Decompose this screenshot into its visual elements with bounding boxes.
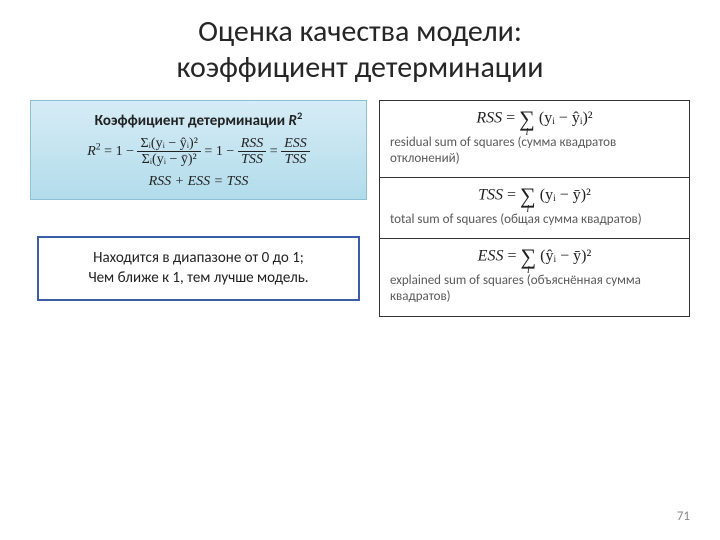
content-row: Коэффициент детерминации R2 R2 = 1 − Σᵢ(… (0, 86, 720, 317)
tss-den2: TSS (281, 152, 310, 167)
panel-heading-text: Коэффициент детерминации (95, 112, 285, 130)
sum-icon: ∑i (520, 247, 536, 267)
rss-formula: RSS = ∑i (yᵢ − ŷᵢ)² (390, 109, 679, 129)
eq1: = (104, 144, 112, 159)
tss-lhs: TSS (478, 187, 503, 204)
range-line2: Чем ближе к 1, тем лучше модель. (88, 269, 308, 287)
ess-text: explained sum of squares (объяснённая су… (390, 273, 679, 306)
ess-lhs: ESS (478, 248, 504, 265)
table-row: RSS = ∑i (yᵢ − ŷᵢ)² residual sum of squa… (379, 101, 689, 178)
rss-lhs: RSS (476, 110, 502, 127)
rss-expr: (yᵢ − ŷᵢ)² (539, 110, 593, 127)
page-number: 71 (677, 509, 690, 524)
table-row: ESS = ∑i (ŷᵢ − ȳ)² explained sum of squa… (379, 239, 689, 316)
rss-ess-tss-line: RSS + ESS = TSS (43, 174, 354, 189)
one1: 1 (116, 144, 123, 159)
right-column: RSS = ∑i (yᵢ − ŷᵢ)² residual sum of squa… (379, 100, 690, 317)
table-row: TSS = ∑i (yᵢ − ȳ)² total sum of squares … (379, 178, 689, 239)
ess-num: ESS (281, 136, 310, 152)
sum-idx2: i (527, 205, 530, 214)
r2-formula: R2 = 1 − Σᵢ(yᵢ − ŷᵢ)² Σᵢ(yᵢ − ȳ)² = 1 − … (43, 136, 354, 168)
definitions-table: RSS = ∑i (yᵢ − ŷᵢ)² residual sum of squa… (379, 100, 690, 317)
tss-den: TSS (238, 152, 267, 167)
slide-title: Оценка качества модели: коэффициент дете… (0, 0, 720, 86)
one2: 1 (216, 144, 223, 159)
range-box: Находится в диапазоне от 0 до 1; Чем бли… (37, 236, 360, 301)
minus2: − (226, 144, 234, 159)
title-line1: Оценка качества модели: (198, 13, 522, 50)
frac-rss-tss: RSS TSS (238, 136, 267, 168)
frac-den: Σᵢ(yᵢ − ȳ)² (137, 152, 200, 167)
tss-expr: (yᵢ − ȳ)² (540, 187, 591, 204)
sum-icon: ∑i (519, 109, 535, 129)
panel-heading-sup: 2 (297, 109, 302, 122)
rss-num: RSS (238, 136, 267, 152)
eq3: = (270, 144, 278, 159)
tss-text: total sum of squares (общая сумма квадра… (390, 212, 679, 228)
frac-ess-tss: ESS TSS (281, 136, 310, 168)
ess-formula: ESS = ∑i (ŷᵢ − ȳ)² (390, 247, 679, 267)
title-line2: коэффициент детерминации (177, 49, 544, 86)
coefficient-panel: Коэффициент детерминации R2 R2 = 1 − Σᵢ(… (30, 100, 367, 200)
rss-text: residual sum of squares (сумма квадратов… (390, 135, 679, 168)
range-line1: Находится в диапазоне от 0 до 1; (93, 249, 304, 267)
minus1: − (126, 144, 134, 159)
panel-heading-R: R (289, 112, 297, 130)
left-column: Коэффициент детерминации R2 R2 = 1 − Σᵢ(… (30, 100, 367, 301)
tss-formula: TSS = ∑i (yᵢ − ȳ)² (390, 186, 679, 206)
frac-num: Σᵢ(yᵢ − ŷᵢ)² (137, 136, 200, 152)
panel-title: Коэффициент детерминации R2 (43, 109, 354, 130)
sum-idx: i (526, 128, 529, 137)
sum-idx3: i (527, 266, 530, 275)
eq2: = (204, 144, 212, 159)
ess-expr: (ŷᵢ − ȳ)² (540, 248, 591, 265)
sum-icon: ∑i (520, 186, 536, 206)
r2-lhs: R (87, 144, 96, 159)
frac-main: Σᵢ(yᵢ − ŷᵢ)² Σᵢ(yᵢ − ȳ)² (137, 136, 200, 168)
